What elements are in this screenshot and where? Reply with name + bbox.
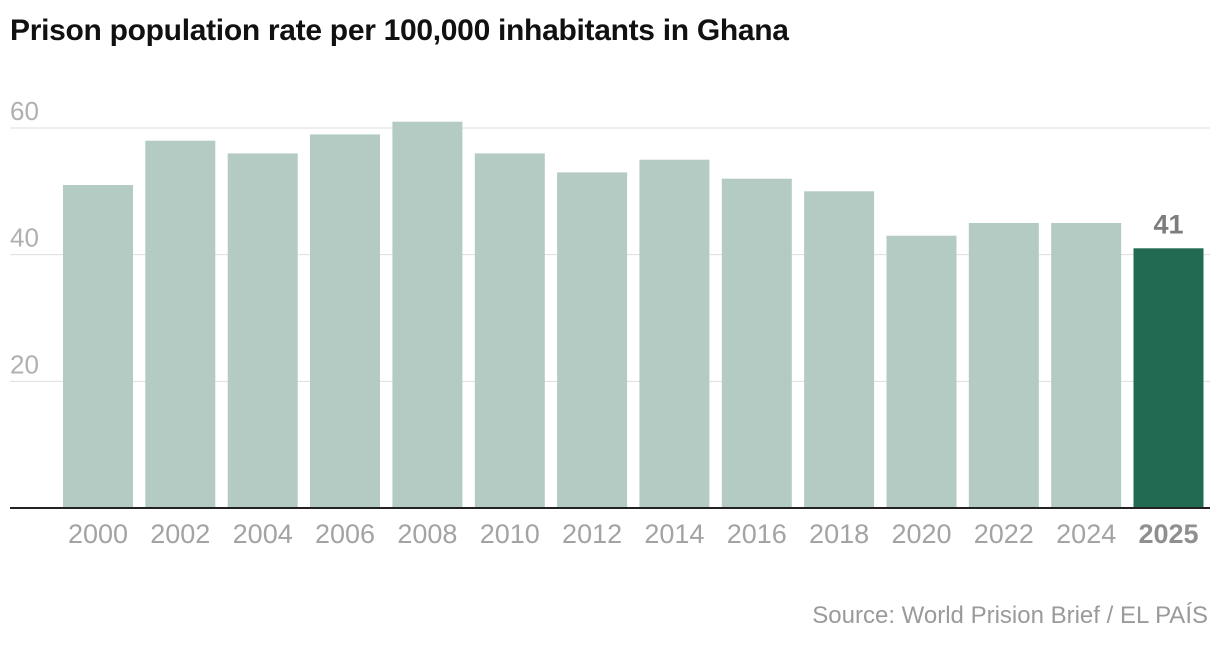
bar-2018 (804, 191, 875, 509)
x-tick-label-2014: 2014 (644, 519, 704, 549)
x-tick-label-2022: 2022 (974, 519, 1034, 549)
y-tick-label-40: 40 (10, 223, 39, 253)
bar-2002 (145, 140, 216, 508)
bar-2022 (968, 223, 1039, 508)
bar-2000 (63, 185, 133, 508)
y-tick-label-60: 60 (10, 96, 39, 126)
chart-title: Prison population rate per 100,000 inhab… (10, 14, 789, 47)
bar-2004 (227, 153, 298, 508)
x-tick-label-2025: 2025 (1138, 519, 1198, 549)
bar-2014 (639, 159, 710, 508)
bar-2010 (474, 153, 545, 508)
source-note: Source: World Prision Brief / EL PAÍS (812, 602, 1208, 629)
x-tick-label-2006: 2006 (315, 519, 375, 549)
data-labels: 41 (1153, 209, 1183, 239)
bar-2008 (392, 121, 463, 508)
x-tick-label-2024: 2024 (1056, 519, 1116, 549)
x-tick-label-2016: 2016 (727, 519, 787, 549)
x-tick-label-2004: 2004 (233, 519, 293, 549)
x-tick-label-2000: 2000 (68, 519, 128, 549)
bars (63, 121, 1204, 509)
bar-2020 (886, 235, 957, 508)
bar-2024 (1051, 223, 1122, 508)
bar-2012 (557, 172, 628, 508)
y-tick-label-20: 20 (10, 349, 39, 379)
data-label-2025: 41 (1153, 209, 1183, 239)
x-tick-label-2018: 2018 (809, 519, 869, 549)
x-axis-ticks: 2000 2002 2004 2006 2008 2010 2012 2014 2016 2018… (68, 519, 1199, 549)
bar-2006 (310, 134, 380, 508)
x-tick-label-2008: 2008 (397, 519, 457, 549)
bar-2025 (1133, 248, 1204, 509)
x-tick-label-2010: 2010 (480, 519, 540, 549)
x-tick-label-2020: 2020 (891, 519, 951, 549)
x-tick-label-2012: 2012 (562, 519, 622, 549)
x-tick-label-2002: 2002 (150, 519, 210, 549)
bar-2016 (721, 178, 792, 508)
